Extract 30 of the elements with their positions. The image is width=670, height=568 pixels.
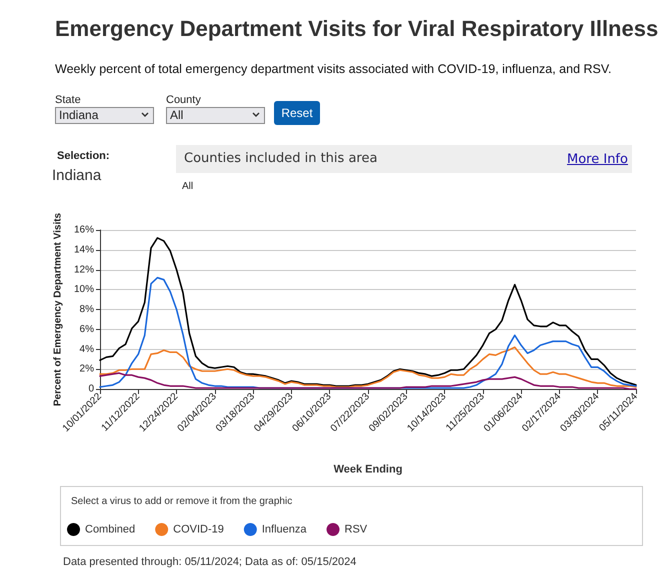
text: More Info bbox=[567, 152, 628, 167]
text: All bbox=[166, 107, 265, 124]
text: Reset bbox=[274, 101, 320, 125]
x-axis-title: Week Ending bbox=[334, 464, 402, 476]
chart-title: Emergency Department Visits for Viral Respiratory Illness bbox=[55, 16, 658, 42]
y-tick-label: 4% bbox=[80, 344, 94, 355]
text: Counties included in this area bbox=[184, 151, 378, 166]
y-tick-label: 12% bbox=[74, 264, 94, 276]
legend-label: COVID-19 bbox=[173, 524, 224, 536]
text: Indiana bbox=[52, 167, 102, 184]
text: State bbox=[55, 94, 81, 106]
y-tick-label: 2% bbox=[80, 364, 94, 375]
y-tick-label: 16% bbox=[74, 224, 94, 236]
text: Select a virus to add or remove it from the graphic bbox=[71, 496, 292, 507]
y-tick-label: 10% bbox=[74, 284, 94, 296]
line-series bbox=[99, 237, 637, 387]
legend-label: RSV bbox=[344, 524, 368, 536]
text: County bbox=[166, 94, 201, 106]
y-tick-label: 6% bbox=[80, 324, 94, 335]
text: Indiana bbox=[55, 107, 154, 124]
y-tick-label: 14% bbox=[74, 244, 94, 256]
text: Selection: bbox=[57, 150, 110, 162]
y-axis-title: Percent of Emergency Department Visits bbox=[52, 212, 64, 406]
text: Data presented through: 05/11/2024; Data as of: 05/15/2024 bbox=[63, 556, 356, 568]
chart-subtitle: Weekly percent of total emergency department visits associated with COVID-19, influenza, and RSV. bbox=[55, 62, 612, 76]
y-tick-label: 0 bbox=[88, 384, 94, 394]
legend-label: Combined bbox=[85, 524, 136, 536]
text: All bbox=[182, 181, 194, 192]
legend-label: Influenza bbox=[262, 524, 308, 536]
y-tick-label: 8% bbox=[80, 304, 94, 315]
